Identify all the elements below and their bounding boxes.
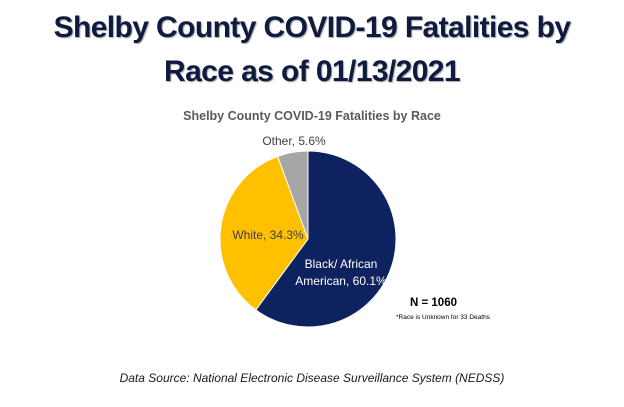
data-source: Data Source: National Electronic Disease…	[119, 371, 505, 385]
slice-label-black-line-1: Black/ African	[305, 257, 378, 271]
chart-title: Shelby County COVID-19 Fatalities by Rac…	[183, 109, 441, 123]
pie-slice-other	[277, 150, 309, 240]
slice-label-other: Other, 5.6%	[262, 134, 326, 148]
pie-slice-black-african-american	[255, 150, 397, 328]
slice-label-white: White, 34.3%	[232, 228, 304, 242]
slice-label-black-line-2: American, 60.1%	[295, 274, 387, 288]
page-title-line-2: Race as of 01/13/2021	[164, 55, 461, 88]
page-title: Shelby County COVID-19 Fatalities by Rac…	[0, 6, 624, 94]
pie-slice-white	[219, 155, 309, 311]
page-title-line-1: Shelby County COVID-19 Fatalities by	[53, 11, 571, 44]
n-count: N = 1060	[410, 297, 457, 309]
race-unknown-note: *Race is Unknown for 33 Deaths	[396, 314, 490, 321]
